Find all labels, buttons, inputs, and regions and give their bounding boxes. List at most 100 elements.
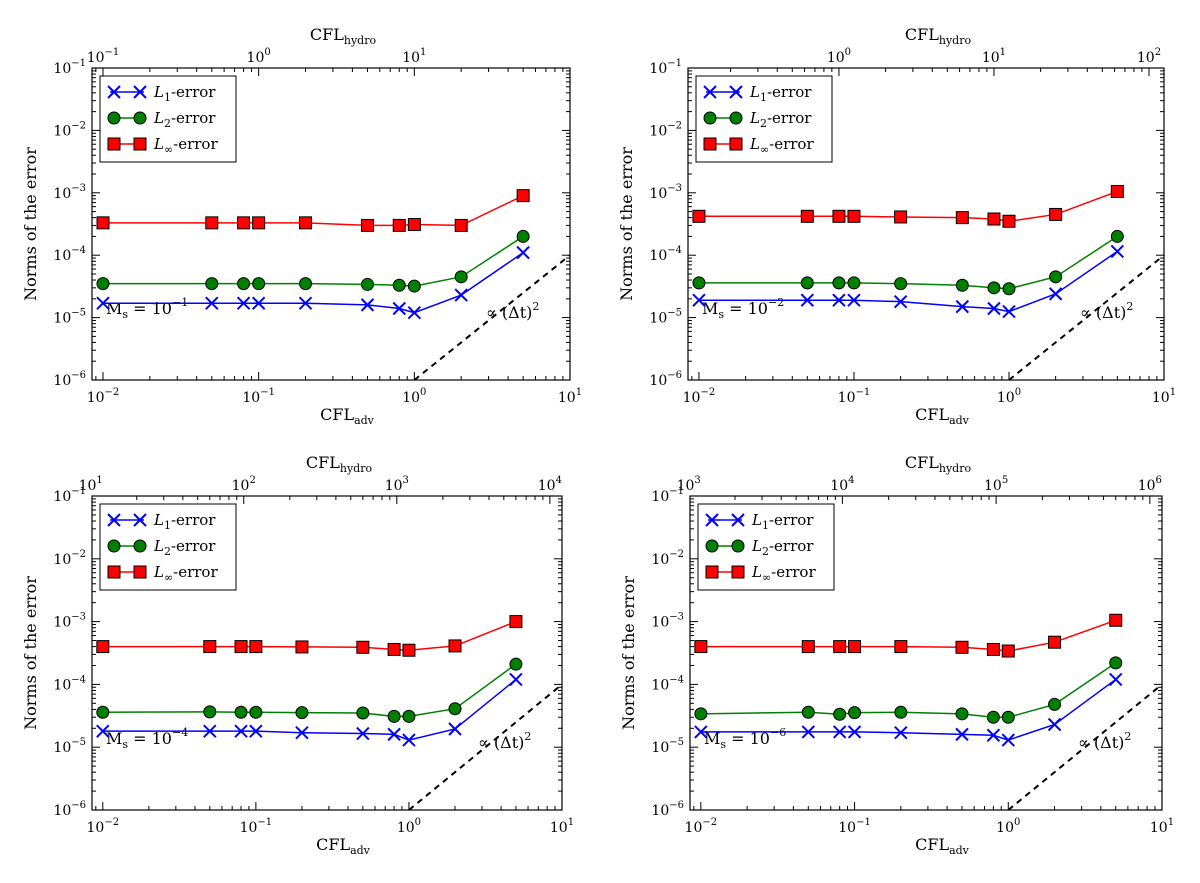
top-tick-label: 103 bbox=[677, 475, 701, 494]
y-tick-label: 10−4 bbox=[651, 674, 684, 693]
y-tick-label: 10−1 bbox=[651, 486, 684, 505]
y-tick-base: 10 bbox=[53, 248, 71, 264]
data-point bbox=[800, 276, 814, 290]
data-point bbox=[295, 726, 309, 740]
data-point bbox=[448, 722, 462, 736]
x-tick-exp: 1 bbox=[1170, 387, 1176, 398]
legend-main: L bbox=[153, 109, 164, 127]
x-tick-base: 10 bbox=[683, 390, 701, 406]
series-3 bbox=[96, 615, 523, 657]
y-tick-exp: −4 bbox=[71, 674, 86, 685]
data-point-b bbox=[387, 727, 401, 742]
data-point bbox=[692, 209, 706, 223]
y-axis-title: Norms of the error bbox=[619, 576, 638, 730]
data-point bbox=[234, 640, 248, 654]
axes-frame bbox=[689, 495, 1163, 811]
x-tick-exp: 1 bbox=[1168, 817, 1174, 828]
data-point bbox=[203, 724, 217, 738]
data-point bbox=[987, 281, 1001, 295]
y-tick-exp: −3 bbox=[669, 612, 684, 623]
y-tick-base: 10 bbox=[53, 311, 71, 327]
y-tick-base: 10 bbox=[651, 615, 669, 631]
data-point-b bbox=[295, 726, 309, 740]
data-point bbox=[801, 725, 816, 739]
data-point bbox=[402, 643, 416, 657]
y-tick-exp: −4 bbox=[669, 674, 684, 685]
y-tick-exp: −1 bbox=[669, 486, 684, 497]
legend-marker-a-b bbox=[107, 513, 121, 527]
y-tick-exp: −3 bbox=[71, 612, 86, 623]
x-axis-title-sub: adv bbox=[949, 844, 970, 857]
data-point-b bbox=[298, 296, 313, 310]
x-tick-label: 10−2 bbox=[683, 387, 716, 406]
data-point bbox=[295, 640, 309, 654]
data-point-b bbox=[987, 301, 1001, 316]
data-point bbox=[848, 640, 862, 654]
top-tick-label: 103 bbox=[385, 475, 409, 494]
top-tick-exp: 1 bbox=[1000, 47, 1006, 58]
data-point bbox=[392, 301, 406, 316]
mach-eq: = 10 bbox=[128, 729, 172, 748]
legend-box bbox=[697, 503, 835, 591]
data-point bbox=[1109, 656, 1123, 670]
legend-sub: ∞ bbox=[164, 571, 173, 584]
series-2 bbox=[692, 229, 1124, 296]
top-tick-base: 10 bbox=[982, 50, 1000, 66]
legend-item: L∞-error bbox=[107, 563, 218, 584]
data-point-b bbox=[249, 724, 263, 738]
ref-exp: 2 bbox=[524, 730, 531, 743]
legend-box bbox=[695, 75, 833, 163]
y-tick-base: 10 bbox=[53, 186, 71, 202]
y-tick-exp: −5 bbox=[669, 737, 684, 748]
legend-label: L∞-error bbox=[153, 563, 218, 584]
legend-label: L2-error bbox=[749, 109, 812, 130]
data-point-b bbox=[986, 728, 1001, 742]
legend-rest: -error bbox=[171, 537, 216, 555]
series-3 bbox=[96, 189, 530, 232]
data-point-b bbox=[801, 725, 816, 739]
y-axis-title: Norms of the error bbox=[21, 147, 40, 301]
x-axis-title-main: CFL bbox=[316, 835, 350, 854]
legend-marker-a bbox=[703, 111, 717, 125]
axes-frame bbox=[687, 67, 1165, 381]
x-tick-label: 10−1 bbox=[240, 817, 273, 836]
data-point bbox=[516, 229, 530, 243]
legend-marker-b bbox=[133, 85, 147, 99]
y-tick-label: 10−4 bbox=[53, 674, 86, 693]
data-point bbox=[692, 276, 706, 290]
legend-rest: -error bbox=[171, 83, 216, 101]
data-point bbox=[1047, 717, 1062, 732]
legend-main: L bbox=[153, 83, 164, 101]
data-point bbox=[448, 702, 462, 716]
data-point bbox=[402, 733, 416, 747]
data-point bbox=[96, 296, 110, 310]
legend-marker-a-b bbox=[107, 85, 121, 99]
y-tick-exp: −5 bbox=[71, 308, 86, 319]
y-tick-label: 10−6 bbox=[649, 370, 682, 389]
top-tick-exp: 2 bbox=[1155, 47, 1161, 58]
top-axis-title: CFLhydro bbox=[905, 453, 972, 475]
x-tick-label: 100 bbox=[397, 817, 421, 836]
x-tick-exp: −2 bbox=[700, 387, 715, 398]
y-tick-exp: −4 bbox=[667, 245, 682, 256]
series-line bbox=[102, 663, 517, 718]
data-point-b bbox=[832, 293, 846, 307]
data-point bbox=[203, 640, 217, 654]
x-tick-exp: −2 bbox=[105, 387, 120, 398]
data-point bbox=[205, 277, 219, 291]
x-tick-base: 10 bbox=[558, 390, 576, 406]
data-point bbox=[387, 642, 401, 656]
top-tick-base: 10 bbox=[79, 478, 97, 494]
data-point-b bbox=[96, 724, 110, 738]
data-point bbox=[694, 707, 708, 721]
mach-eq: = 10 bbox=[128, 299, 172, 318]
data-point bbox=[986, 728, 1001, 742]
legend-rest: -error bbox=[171, 109, 216, 127]
data-point bbox=[356, 706, 370, 720]
legend-main: L bbox=[153, 511, 164, 529]
top-tick-exp: 6 bbox=[1156, 475, 1162, 486]
